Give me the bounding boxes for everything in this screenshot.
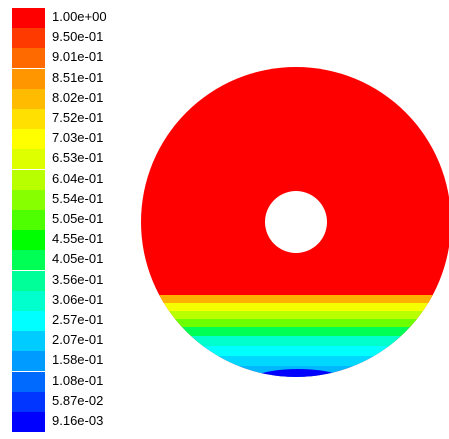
legend-swatch bbox=[12, 210, 45, 230]
legend-swatch bbox=[12, 391, 45, 412]
legend-swatch bbox=[12, 88, 45, 109]
color-legend: 1.00e+00 9.50e-01 9.01e-01 8.51e-01 8.02e-01… bbox=[0, 0, 120, 439]
legend-label: 6.53e-01 bbox=[52, 150, 104, 166]
legend-label: 4.55e-01 bbox=[52, 231, 104, 247]
legend-label: 5.54e-01 bbox=[52, 190, 104, 206]
legend-swatch bbox=[12, 230, 45, 251]
legend-swatch bbox=[12, 331, 45, 352]
legend-swatch bbox=[12, 311, 45, 331]
contour-band-8 bbox=[141, 356, 449, 366]
legend-label: 3.06e-01 bbox=[52, 291, 104, 307]
legend-swatch bbox=[12, 412, 45, 432]
legend-swatch bbox=[12, 290, 45, 311]
legend-label: 9.50e-01 bbox=[52, 29, 104, 45]
legend-swatch bbox=[12, 371, 45, 392]
legend-label: 4.05e-01 bbox=[52, 251, 104, 267]
legend-label: 3.56e-01 bbox=[52, 271, 104, 287]
contour-band-2 bbox=[141, 303, 449, 311]
legend-swatch bbox=[12, 48, 45, 69]
contour-plot bbox=[140, 48, 449, 439]
contour-band-3 bbox=[141, 311, 449, 319]
legend-label: 2.07e-01 bbox=[52, 332, 104, 348]
legend-swatch bbox=[12, 8, 45, 28]
legend-swatch bbox=[12, 351, 45, 372]
legend-swatch bbox=[12, 250, 45, 271]
legend-label: 6.04e-01 bbox=[52, 170, 104, 186]
contour-svg bbox=[140, 67, 449, 439]
center-hole bbox=[265, 191, 327, 253]
legend-label: 8.02e-01 bbox=[52, 89, 104, 105]
legend-label: 7.03e-01 bbox=[52, 130, 104, 146]
contour-bottom-pool bbox=[230, 369, 366, 377]
legend-swatch bbox=[12, 169, 45, 190]
legend-label: 9.16e-03 bbox=[52, 413, 104, 428]
contour-band-6 bbox=[141, 336, 449, 346]
legend-label: 5.87e-02 bbox=[52, 392, 104, 408]
legend-swatch bbox=[12, 109, 45, 129]
contour-band-7 bbox=[141, 346, 449, 356]
legend-label: 1.08e-01 bbox=[52, 372, 104, 388]
contour-band-5 bbox=[141, 327, 449, 336]
legend-label: 1.00e+00 bbox=[52, 9, 107, 24]
legend-swatch bbox=[12, 28, 45, 49]
legend-label: 7.52e-01 bbox=[52, 110, 104, 125]
contour-band-10 bbox=[140, 377, 449, 388]
legend-swatch bbox=[12, 149, 45, 170]
legend-label: 8.51e-01 bbox=[52, 69, 104, 85]
contour-band-4 bbox=[141, 319, 449, 327]
legend-label: 2.57e-01 bbox=[52, 312, 104, 327]
legend-swatch bbox=[12, 68, 45, 89]
contour-band-1 bbox=[141, 295, 449, 303]
legend-label: 9.01e-01 bbox=[52, 49, 104, 65]
legend-swatch bbox=[12, 129, 45, 150]
legend-label: 5.05e-01 bbox=[52, 211, 104, 226]
contour-band-11 bbox=[140, 388, 449, 439]
legend-swatch bbox=[12, 189, 45, 210]
legend-swatch bbox=[12, 270, 45, 291]
legend-label: 1.58e-01 bbox=[52, 352, 104, 368]
